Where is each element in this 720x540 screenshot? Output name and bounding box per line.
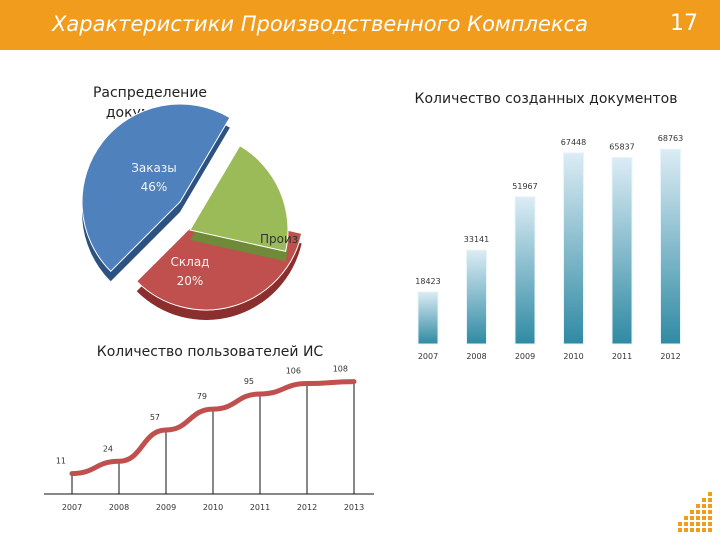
deco-dot	[678, 528, 682, 532]
deco-dot	[708, 504, 712, 508]
deco-dot	[696, 516, 700, 520]
line-value-label-2013: 108	[333, 365, 348, 374]
pie-title-line1: Распределение	[93, 85, 207, 101]
deco-dot	[690, 510, 694, 514]
line-tick-2008: 2008	[109, 503, 129, 512]
line-value-label-2010: 79	[197, 392, 207, 401]
deco-dot	[684, 516, 688, 520]
deco-dot	[696, 528, 700, 532]
line-tick-2009: 2009	[156, 503, 176, 512]
line-tick-2011: 2011	[250, 503, 270, 512]
bar-chart: Количество созданных документов 18423 331…	[415, 91, 684, 361]
line-value-label-2011: 95	[244, 377, 254, 386]
deco-dot	[702, 516, 706, 520]
line-value-label-2009: 57	[150, 413, 160, 422]
bar-value-label-2007: 18423	[415, 277, 440, 286]
deco-dot	[708, 516, 712, 520]
deco-dot	[702, 498, 706, 502]
bar-tick-2007: 2007	[418, 352, 438, 361]
line-tick-2007: 2007	[62, 503, 82, 512]
bar-chart-title: Количество созданных документов	[415, 91, 678, 107]
line-tick-2010: 2010	[203, 503, 223, 512]
line-chart: Количество пользователей ИС 11 24 57 79 95 10…	[44, 344, 374, 512]
pie-value-2: 20%	[177, 274, 204, 288]
deco-dot	[702, 522, 706, 526]
bar-2007	[417, 291, 439, 345]
page-number: 17	[670, 11, 698, 36]
line-tick-2012: 2012	[297, 503, 317, 512]
pie-label-0: Заказы	[131, 161, 177, 175]
deco-dot	[690, 522, 694, 526]
bar-tick-2011: 2011	[612, 352, 632, 361]
pie-label-1: Произ	[260, 232, 298, 246]
bar-tick-2008: 2008	[466, 352, 486, 361]
decorative-dots	[678, 492, 712, 532]
line-series-users	[69, 379, 357, 477]
deco-dot	[708, 498, 712, 502]
pie-chart: Распределение документов Заказы46%ПроизС…	[81, 85, 303, 320]
deco-dot	[708, 528, 712, 532]
bar-tick-2010: 2010	[563, 352, 583, 361]
bar-tick-2012: 2012	[660, 352, 680, 361]
bar-2010	[563, 152, 584, 345]
deco-dot	[702, 510, 706, 514]
deco-dot	[690, 516, 694, 520]
deco-dot	[684, 522, 688, 526]
deco-dot	[684, 528, 688, 532]
bar-value-label-2010: 67448	[561, 138, 586, 147]
slide-title: Характеристики Производственного Комплек…	[52, 12, 588, 36]
deco-dot	[696, 522, 700, 526]
line-value-label-2007: 11	[56, 457, 66, 466]
pie-slice-warehouse	[189, 144, 289, 252]
bar-value-label-2011: 65837	[609, 142, 634, 151]
deco-dot	[702, 504, 706, 508]
bar-2009	[514, 196, 536, 345]
deco-dot	[708, 492, 712, 496]
pie-label-2: Склад	[171, 255, 210, 269]
deco-dot	[708, 522, 712, 526]
bar-tick-2009: 2009	[515, 352, 535, 361]
pie-slice-orders	[81, 103, 231, 273]
deco-dot	[702, 528, 706, 532]
bar-value-label-2008: 33141	[464, 235, 489, 244]
bar-2008	[466, 249, 487, 345]
header-bar: Характеристики Производственного Комплек…	[0, 0, 720, 50]
line-value-label-2012: 106	[286, 367, 301, 376]
deco-dot	[696, 510, 700, 514]
bar-value-label-2009: 51967	[512, 182, 537, 191]
deco-dot	[696, 504, 700, 508]
line-value-label-2008: 24	[103, 444, 113, 453]
line-tick-2013: 2013	[344, 503, 364, 512]
bar-2011	[611, 156, 633, 345]
deco-dot	[678, 522, 682, 526]
deco-dot	[708, 510, 712, 514]
bar-2012	[660, 148, 681, 345]
pie-value-0: 46%	[141, 180, 168, 194]
bar-value-label-2012: 68763	[658, 134, 683, 143]
line-chart-title: Количество пользователей ИС	[97, 344, 324, 360]
deco-dot	[690, 528, 694, 532]
